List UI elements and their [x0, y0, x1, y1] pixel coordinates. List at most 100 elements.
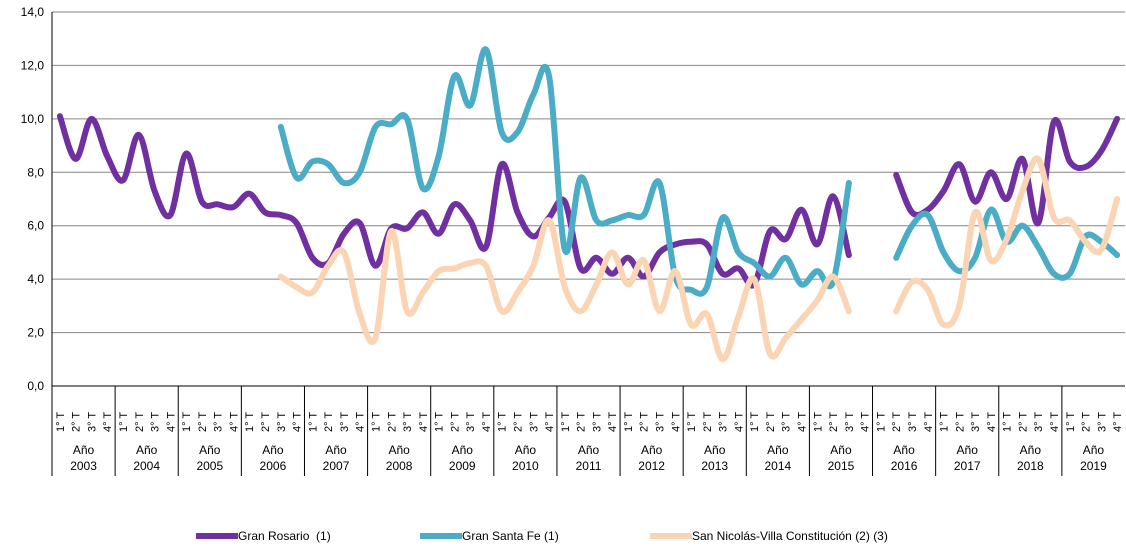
x-tick-label: 3° T [591, 412, 603, 432]
x-group-label-line: 2003 [70, 459, 97, 473]
x-tick-label: 1° T [1065, 412, 1077, 432]
x-tick-label: 4° T [860, 412, 872, 432]
y-tick-label: 10,0 [21, 112, 45, 126]
x-tick-label: 3° T [1096, 412, 1108, 432]
x-group-label-line: Año [262, 443, 284, 457]
x-tick-label: 3° T [339, 412, 351, 432]
x-tick-label: 3° T [402, 412, 414, 432]
x-tick-label: 3° T [150, 412, 162, 432]
x-tick-label: 4° T [1112, 412, 1124, 432]
x-tick-label: 2° T [386, 412, 398, 432]
x-group-label-line: Año [325, 443, 347, 457]
x-group-label: Año 2012 [638, 443, 665, 473]
x-group-label: Año 2013 [701, 443, 728, 473]
x-tick-label: 3° T [276, 412, 288, 432]
x-tick-label: 4° T [102, 412, 114, 432]
x-tick-label: 4° T [418, 412, 430, 432]
x-tick-label: 2° T [765, 412, 777, 432]
x-tick-label: 4° T [292, 412, 304, 432]
x-group-label-line: Año [830, 443, 852, 457]
x-group-label-line: 2014 [765, 459, 792, 473]
y-tick-label: 12,0 [21, 58, 45, 72]
x-group-label-line: Año [199, 443, 221, 457]
x-group-label: Año 2017 [954, 443, 981, 473]
x-tick-label: 2° T [702, 412, 714, 432]
x-tick-label: 3° T [781, 412, 793, 432]
x-tick-label: 4° T [733, 412, 745, 432]
x-tick-label: 3° T [970, 412, 982, 432]
x-group-label-line: Año [73, 443, 95, 457]
x-tick-label: 4° T [986, 412, 998, 432]
x-group-label: Año 2011 [576, 443, 602, 473]
x-tick-label: 4° T [607, 412, 619, 432]
y-tick-label: 2,0 [27, 326, 44, 340]
x-tick-label: 3° T [907, 412, 919, 432]
x-tick-label: 1° T [686, 412, 698, 432]
x-group-label-line: Año [452, 443, 474, 457]
x-group-label: Año 2014 [765, 443, 792, 473]
x-tick-label: 1° T [560, 412, 572, 432]
x-tick-label: 1° T [875, 412, 887, 432]
x-tick-label: 3° T [655, 412, 667, 432]
x-group-label-line: Año [578, 443, 600, 457]
x-group-label-line: 2012 [638, 459, 665, 473]
x-tick-label: 4° T [544, 412, 556, 432]
x-tick-label: 1° T [812, 412, 824, 432]
x-tick-label: 2° T [828, 412, 840, 432]
x-tick-label: 3° T [86, 412, 98, 432]
x-tick-label: 4° T [797, 412, 809, 432]
x-tick-label: 2° T [512, 412, 524, 432]
x-group-label-line: 2004 [133, 459, 160, 473]
series-line [56, 113, 1121, 289]
x-group-label-line: 2016 [891, 459, 918, 473]
x-tick-label: 1° T [181, 412, 193, 432]
x-group-label: Año 2016 [891, 443, 918, 473]
legend-label: Gran Rosario (1) [238, 529, 331, 543]
x-group-label-line: 2008 [386, 459, 413, 473]
x-group-label-line: Año [1020, 443, 1042, 457]
x-group-label: Año 2009 [449, 443, 476, 473]
x-group-label-line: 2005 [196, 459, 223, 473]
x-tick-label: 1° T [55, 412, 67, 432]
x-group-label: Año 2004 [133, 443, 160, 473]
x-tick-label: 3° T [213, 412, 225, 432]
x-tick-label: 4° T [1049, 412, 1061, 432]
x-tick-label: 2° T [71, 412, 83, 432]
x-group-label-line: Año [136, 443, 158, 457]
x-group-label-line: 2011 [576, 459, 602, 473]
x-tick-label: 2° T [891, 412, 903, 432]
x-group-label: Año 2003 [70, 443, 97, 473]
y-tick-label: 6,0 [27, 219, 44, 233]
x-group-label-line: Año [388, 443, 410, 457]
x-tick-label: 3° T [718, 412, 730, 432]
x-tick-label: 1° T [370, 412, 382, 432]
x-tick-label: 1° T [1002, 412, 1014, 432]
x-tick-label: 1° T [118, 412, 130, 432]
legend-label: San Nicolás-Villa Constitución (2) (3) [692, 529, 888, 543]
y-tick-label: 14,0 [21, 5, 45, 19]
x-group-label: Año 2010 [512, 443, 539, 473]
legend-label: Gran Santa Fe (1) [462, 529, 559, 543]
x-tick-label: 1° T [623, 412, 635, 432]
y-tick-label: 0,0 [27, 379, 44, 393]
x-tick-label: 4° T [923, 412, 935, 432]
x-tick-label: 2° T [1017, 412, 1029, 432]
x-group-label-line: 2017 [954, 459, 981, 473]
x-tick-label: 1° T [939, 412, 951, 432]
x-group-label: Año 2006 [260, 443, 287, 473]
x-group-label: Año 2007 [323, 443, 350, 473]
x-group-label-line: Año [957, 443, 979, 457]
x-tick-label: 4° T [165, 412, 177, 432]
x-tick-label: 2° T [260, 412, 272, 432]
x-tick-label: 1° T [307, 412, 319, 432]
x-tick-label: 3° T [1033, 412, 1045, 432]
x-group-label: Año 2015 [828, 443, 855, 473]
x-tick-label: 2° T [134, 412, 146, 432]
y-tick-label: 8,0 [27, 165, 44, 179]
x-tick-label: 3° T [844, 412, 856, 432]
x-tick-label: 2° T [197, 412, 209, 432]
x-group-label: Año 2008 [386, 443, 413, 473]
x-tick-label: 1° T [434, 412, 446, 432]
